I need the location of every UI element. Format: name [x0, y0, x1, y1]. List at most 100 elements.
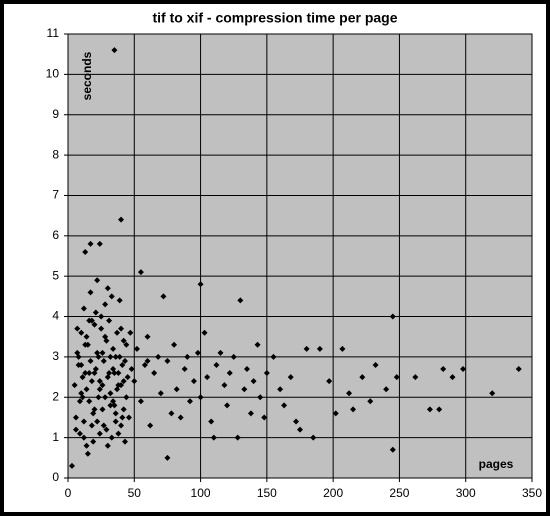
point: [102, 301, 109, 308]
point: [107, 402, 114, 409]
point: [184, 353, 191, 360]
point: [173, 386, 180, 393]
point: [393, 374, 400, 381]
point: [96, 378, 103, 385]
point: [230, 353, 237, 360]
point: [310, 434, 317, 441]
y-tick-label: 9: [52, 107, 59, 121]
point: [383, 386, 390, 393]
y-tick-label: 11: [47, 26, 60, 40]
y-tick-label: 1: [52, 430, 59, 444]
point: [197, 281, 204, 288]
point: [241, 386, 248, 393]
point: [247, 410, 254, 417]
point: [83, 333, 90, 340]
point: [80, 305, 87, 312]
y-tick-label: 7: [52, 188, 59, 202]
point: [83, 386, 90, 393]
point: [112, 418, 119, 425]
point: [197, 394, 204, 401]
point: [107, 353, 114, 360]
point: [72, 426, 79, 433]
point: [110, 366, 117, 373]
point: [71, 382, 78, 389]
point: [164, 454, 171, 461]
point: [277, 386, 284, 393]
point: [372, 361, 379, 368]
point: [104, 285, 111, 292]
point: [80, 418, 87, 425]
x-tick-label: 0: [65, 486, 72, 500]
point: [68, 462, 75, 469]
plot-border: [67, 33, 533, 479]
point: [86, 317, 93, 324]
point: [98, 325, 105, 332]
point: [106, 317, 113, 324]
x-tick-label: 250: [389, 486, 409, 500]
point: [208, 418, 215, 425]
point: [118, 216, 125, 223]
point: [91, 321, 98, 328]
point: [120, 378, 127, 385]
point: [201, 329, 208, 336]
point: [316, 345, 323, 352]
point: [94, 349, 101, 356]
point: [107, 390, 114, 397]
point: [270, 353, 277, 360]
point: [95, 394, 102, 401]
point: [137, 398, 144, 405]
point: [102, 394, 109, 401]
point: [112, 410, 119, 417]
point: [303, 345, 310, 352]
point: [254, 341, 261, 348]
point: [99, 382, 106, 389]
point: [339, 345, 346, 352]
point: [177, 414, 184, 421]
point: [80, 434, 87, 441]
point: [114, 329, 121, 336]
point: [261, 414, 268, 421]
point: [120, 337, 127, 344]
point: [350, 406, 357, 413]
x-tick-label: 50: [128, 486, 142, 500]
point: [127, 329, 134, 336]
point: [440, 366, 447, 373]
point: [91, 370, 98, 377]
point: [194, 349, 201, 356]
point: [293, 418, 300, 425]
point: [116, 297, 123, 304]
point: [94, 277, 101, 284]
point: [123, 341, 130, 348]
point: [217, 349, 224, 356]
point: [96, 386, 103, 393]
point: [82, 370, 89, 377]
point: [389, 313, 396, 320]
point: [326, 378, 333, 385]
point: [141, 361, 148, 368]
point: [88, 378, 95, 385]
point: [204, 374, 211, 381]
point: [250, 378, 257, 385]
point: [389, 446, 396, 453]
y-tick-label: 10: [46, 67, 60, 81]
point: [94, 418, 101, 425]
point: [346, 390, 353, 397]
point: [147, 422, 154, 429]
point: [144, 357, 151, 364]
point: [96, 430, 103, 437]
point: [100, 422, 107, 429]
point: [120, 406, 127, 413]
point: [86, 398, 93, 405]
point: [263, 370, 270, 377]
point: [171, 341, 178, 348]
point: [74, 325, 81, 332]
point: [412, 374, 419, 381]
point: [168, 410, 175, 417]
point: [115, 430, 122, 437]
point: [87, 240, 94, 247]
point: [111, 47, 118, 54]
point: [160, 293, 167, 300]
point: [213, 361, 220, 368]
